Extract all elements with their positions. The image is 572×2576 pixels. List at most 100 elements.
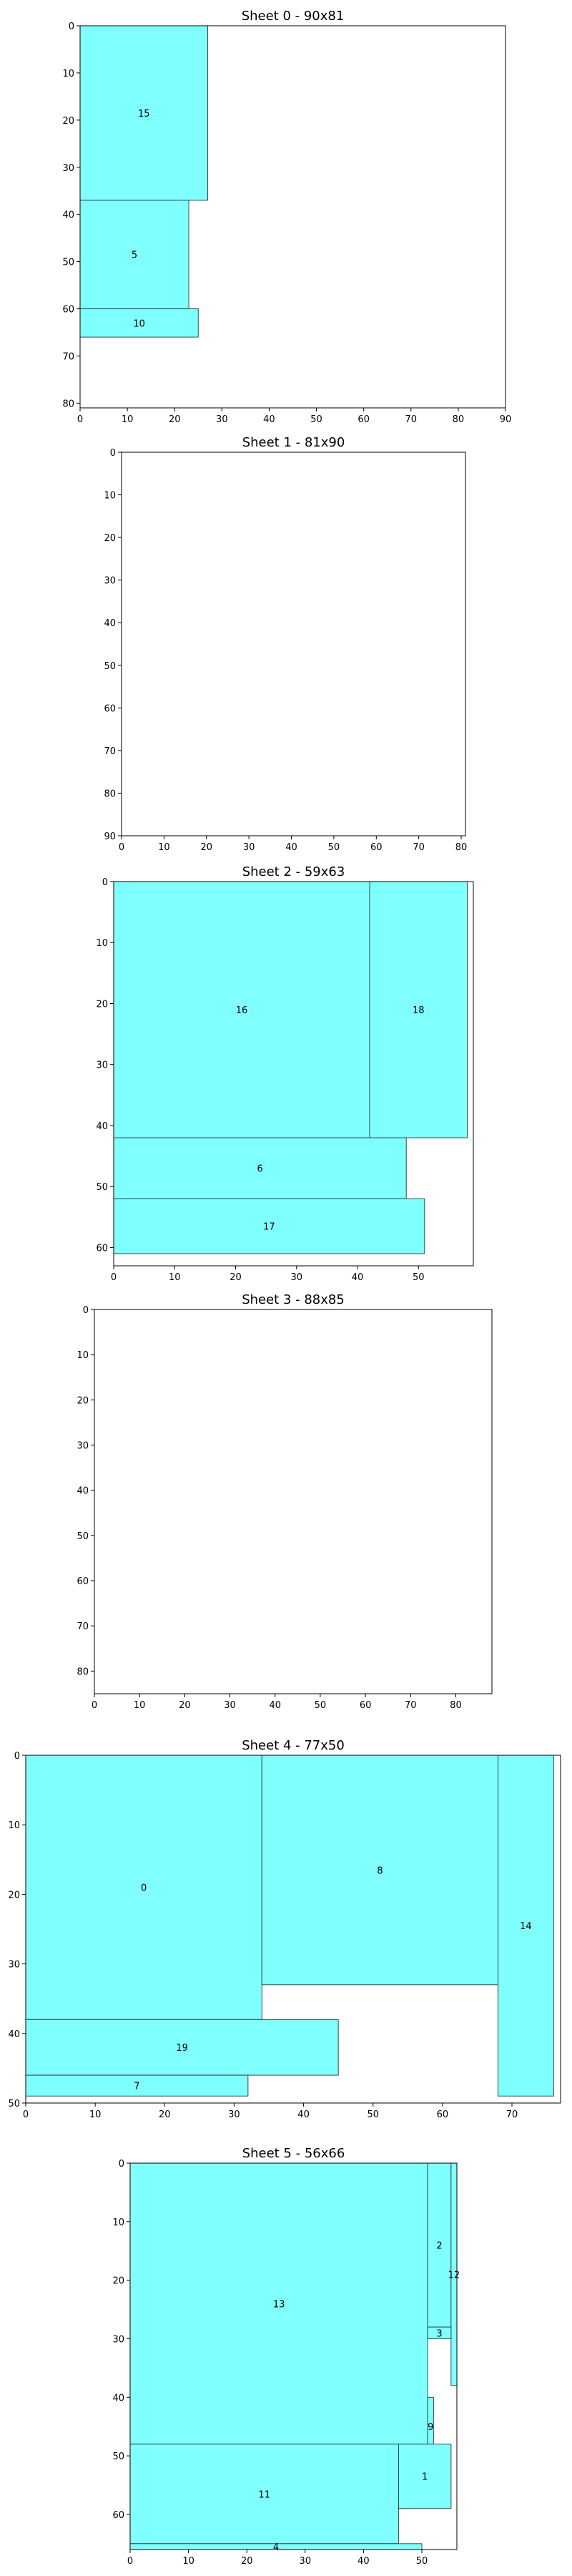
sheet-0-piece-label-5: 5 xyxy=(132,250,137,261)
sheet-2-ytick-label: 40 xyxy=(96,1121,108,1132)
sheet-4-piece-label-8: 8 xyxy=(377,1865,383,1876)
sheet-1-ytick-label: 50 xyxy=(104,661,116,672)
sheet-4-xtick-label: 30 xyxy=(228,2109,240,2120)
sheet-4-piece-label-19: 19 xyxy=(176,2043,188,2054)
sheet-5-piece-label-13: 13 xyxy=(273,2299,285,2310)
sheet-1-xtick-label: 60 xyxy=(370,842,383,853)
sheet-4-piece-label-7: 7 xyxy=(134,2082,139,2092)
sheet-4-piece-0 xyxy=(25,1755,262,2020)
sheet-4-xtick-label: 0 xyxy=(23,2109,29,2120)
sheet-0-xtick-label: 60 xyxy=(358,414,370,425)
sheet-3-panel: Sheet 3 - 88x85 0 10 20 30 40 50 60 70 80 0 10 20 30 4… xyxy=(77,1292,493,1711)
sheet-3-xtick-label: 30 xyxy=(224,1700,236,1711)
sheet-5-xtick-label: 10 xyxy=(182,2556,194,2567)
sheet-0-xtick-label: 90 xyxy=(500,414,512,425)
sheet-3-xtick-label: 10 xyxy=(134,1700,146,1711)
sheet-5-xtick-label: 20 xyxy=(241,2556,253,2567)
sheet-4-ytick-label: 0 xyxy=(14,1751,20,1762)
sheet-0-title: Sheet 0 - 90x81 xyxy=(242,9,345,24)
sheet-4-xtick-label: 20 xyxy=(159,2109,171,2120)
sheet-1-ytick-label: 40 xyxy=(104,618,116,629)
sheet-5-title: Sheet 5 - 56x66 xyxy=(242,2146,345,2161)
sheet-1-xtick-label: 40 xyxy=(285,842,297,853)
sheet-2-piece-16 xyxy=(113,881,370,1138)
sheet-4-ytick-label: 10 xyxy=(8,1820,20,1831)
sheet-5-ytick-label: 0 xyxy=(119,2159,124,2170)
sheet-4-ytick-label: 50 xyxy=(8,2099,20,2109)
sheet-3-xtick-label: 70 xyxy=(405,1700,417,1711)
sheet-1-title: Sheet 1 - 81x90 xyxy=(242,435,345,450)
sheet-4-ytick-label: 20 xyxy=(8,1890,20,1901)
sheet-2-xtick-label: 40 xyxy=(352,1272,364,1283)
sheet-5-xtick-label: 40 xyxy=(358,2556,370,2567)
sheet-0-xtick-label: 10 xyxy=(122,414,134,425)
sheet-2-xtick-label: 30 xyxy=(290,1272,302,1283)
sheet-0-ytick-label: 60 xyxy=(62,305,74,316)
sheet-4-xtick-label: 10 xyxy=(89,2109,102,2120)
sheet-1-ytick-label: 30 xyxy=(104,576,116,587)
sheet-0-piece-5 xyxy=(79,200,189,310)
sheet-5-piece-label-11: 11 xyxy=(258,2489,270,2500)
sheet-1-xtick-label: 80 xyxy=(455,842,468,853)
sheet-3-ytick-label: 10 xyxy=(77,1350,89,1361)
sheet-1-xtick-label: 50 xyxy=(328,842,340,853)
sheet-2-piece-label-6: 6 xyxy=(257,1164,262,1175)
sheet-4-xtick-label: 50 xyxy=(367,2109,379,2120)
sheet-3-xtick-label: 0 xyxy=(92,1700,97,1711)
sheet-1-xtick-label: 30 xyxy=(243,842,255,853)
sheet-1-panel: Sheet 1 - 81x90 0 10 20 30 40 50 60 70 80 0 10 20 30 4… xyxy=(104,435,467,853)
sheet-1-xtick-label: 10 xyxy=(158,842,170,853)
sheet-3-ytick-label: 30 xyxy=(77,1441,89,1452)
sheet-5-piece-label-1: 1 xyxy=(422,2472,428,2483)
sheet-0-xtick-label: 70 xyxy=(405,414,418,425)
sheet-3-ytick-label: 0 xyxy=(83,1305,89,1316)
sheet-5-piece-3 xyxy=(427,2326,452,2339)
sheet-4-xtick-label: 40 xyxy=(297,2109,310,2120)
sheet-4-frame xyxy=(25,1755,561,2104)
sheet-0-xtick-label: 40 xyxy=(263,414,275,425)
sheet-4-xtick-label: 70 xyxy=(506,2109,518,2120)
sheet-2-piece-label-16: 16 xyxy=(236,1005,248,1016)
sheet-5-ytick-label: 40 xyxy=(112,2393,124,2404)
sheet-5-piece-label-9: 9 xyxy=(428,2422,433,2433)
sheet-5-xtick-label: 0 xyxy=(127,2556,133,2567)
sheet-5-ytick-label: 50 xyxy=(112,2451,124,2462)
sheet-3-ytick-label: 20 xyxy=(77,1395,89,1406)
sheet-3-xtick-label: 50 xyxy=(315,1700,327,1711)
sheet-2-piece-6 xyxy=(113,1137,407,1199)
sheet-3-frame xyxy=(94,1309,493,1694)
sheet-1-ytick-label: 80 xyxy=(104,789,116,799)
sheet-1-ytick-label: 20 xyxy=(104,533,116,544)
sheet-2-ytick-label: 60 xyxy=(96,1243,108,1254)
sheet-2-title: Sheet 2 - 59x63 xyxy=(242,864,345,879)
sheet-0-ytick-label: 70 xyxy=(62,351,74,362)
sheet-1-ytick-label: 10 xyxy=(104,491,116,502)
sheet-2-ytick-label: 30 xyxy=(96,1060,108,1071)
sheet-2-panel: Sheet 2 - 59x63 16 18 6 17 0 10 20 30 40 50 0 10 20 30… xyxy=(96,864,474,1283)
sheet-2-piece-label-18: 18 xyxy=(413,1005,425,1016)
sheet-0-piece-10 xyxy=(79,308,199,338)
sheet-5-piece-label-4: 4 xyxy=(273,2542,279,2553)
sheet-0-ytick-label: 80 xyxy=(62,399,74,409)
sheet-0-frame xyxy=(79,25,506,409)
sheet-1-frame xyxy=(121,452,466,836)
sheet-1-xtick-label: 20 xyxy=(200,842,212,853)
sheet-0-xtick-label: 30 xyxy=(216,414,228,425)
sheet-0-ytick-label: 10 xyxy=(62,69,74,79)
sheet-5-piece-label-3: 3 xyxy=(436,2328,442,2339)
sheet-2-piece-17 xyxy=(113,1198,425,1254)
sheet-5-xtick-label: 30 xyxy=(300,2556,312,2567)
sheet-1-xtick-label: 0 xyxy=(119,842,124,853)
sheet-5-piece-label-12: 12 xyxy=(448,2270,460,2280)
sheet-2-xtick-label: 10 xyxy=(169,1272,181,1283)
sheet-2-xtick-label: 0 xyxy=(111,1272,117,1283)
sheet-4-xtick-label: 60 xyxy=(437,2109,449,2120)
sheet-5-ytick-label: 60 xyxy=(112,2510,124,2521)
sheet-2-piece-label-17: 17 xyxy=(263,1222,275,1233)
sheet-2-ytick-label: 50 xyxy=(96,1182,108,1193)
sheet-5-piece-1 xyxy=(398,2444,452,2509)
sheet-1-ytick-label: 70 xyxy=(104,746,116,757)
sheet-3-xtick-label: 60 xyxy=(360,1700,372,1711)
